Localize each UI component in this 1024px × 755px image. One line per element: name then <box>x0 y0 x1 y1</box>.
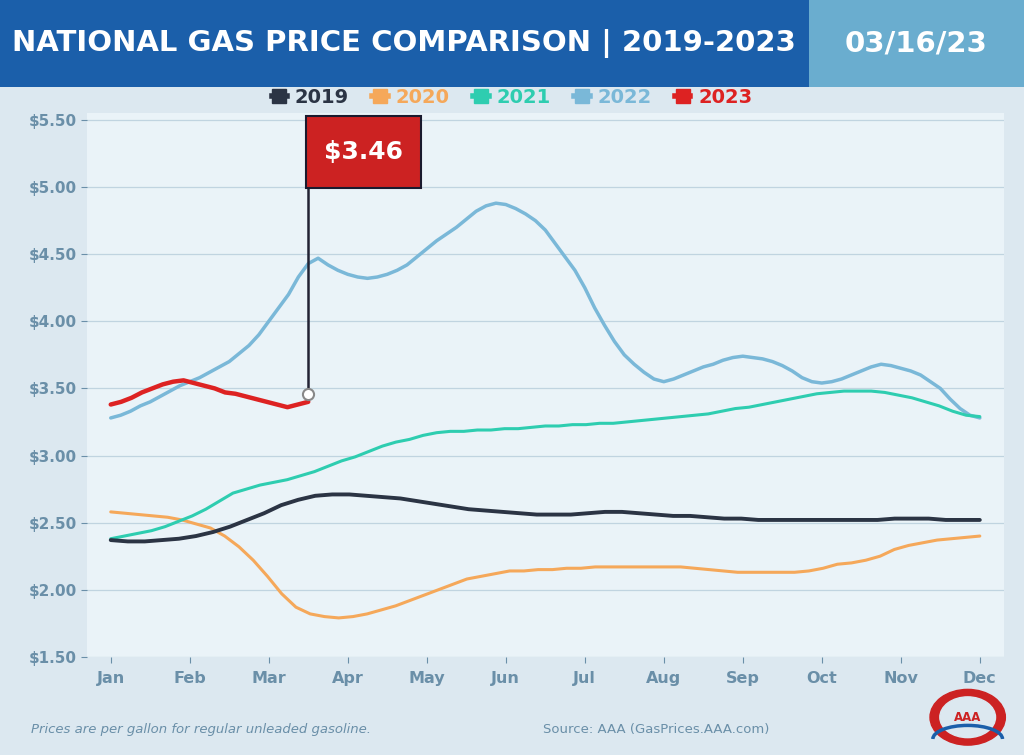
Text: Source: AAA (GasPrices.AAA.com): Source: AAA (GasPrices.AAA.com) <box>543 723 769 736</box>
Legend: 2019, 2020, 2021, 2022, 2023: 2019, 2020, 2021, 2022, 2023 <box>264 80 760 115</box>
Text: $3.46: $3.46 <box>324 140 403 164</box>
FancyBboxPatch shape <box>306 116 421 189</box>
Text: 03/16/23: 03/16/23 <box>845 29 988 57</box>
Bar <box>809 0 1024 87</box>
Text: Prices are per gallon for regular unleaded gasoline.: Prices are per gallon for regular unlead… <box>31 723 371 736</box>
Text: AAA: AAA <box>954 710 981 724</box>
Ellipse shape <box>930 689 1006 745</box>
Ellipse shape <box>940 697 995 738</box>
Text: NATIONAL GAS PRICE COMPARISON | 2019-2023: NATIONAL GAS PRICE COMPARISON | 2019-202… <box>12 29 797 58</box>
